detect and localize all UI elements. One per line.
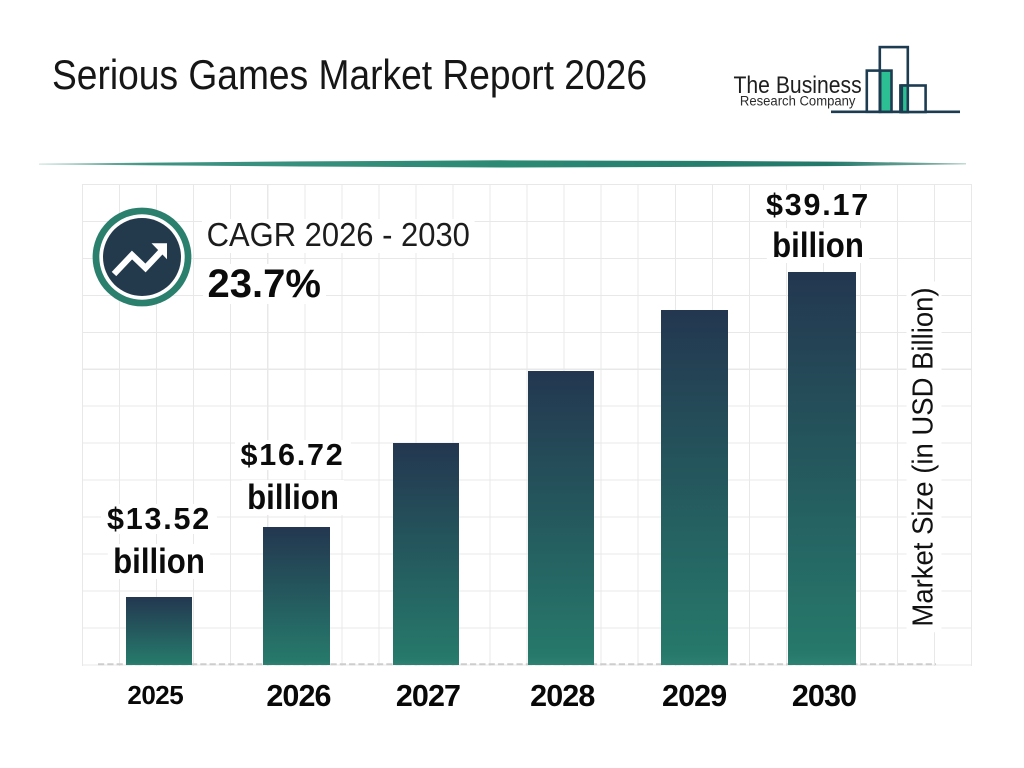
svg-text:The Business: The Business [734, 72, 862, 99]
svg-text:Research Company: Research Company [740, 93, 856, 108]
